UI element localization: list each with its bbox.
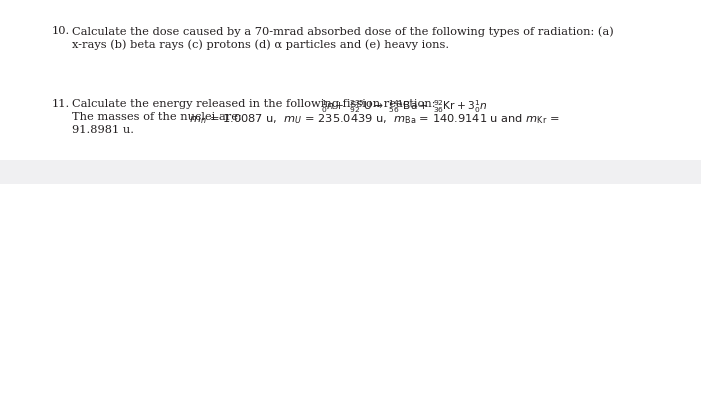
Text: The masses of the nuclei are:: The masses of the nuclei are:	[72, 112, 249, 122]
Text: Calculate the dose caused by a 70-mrad absorbed dose of the following types of r: Calculate the dose caused by a 70-mrad a…	[72, 26, 614, 37]
Text: ${}_{0}^{1}n+\ {}_{92}^{235}\mathrm{U}\rightarrow\ {}_{56}^{141}\mathrm{Ba}+\ {}: ${}_{0}^{1}n+\ {}_{92}^{235}\mathrm{U}\r…	[321, 98, 487, 115]
Text: 11.: 11.	[52, 99, 70, 109]
Text: 91.8981 u.: 91.8981 u.	[72, 125, 134, 135]
Text: Calculate the energy released in the following fission reaction:: Calculate the energy released in the fol…	[72, 99, 443, 109]
Text: x-rays (b) beta rays (c) protons (d) α particles and (e) heavy ions.: x-rays (b) beta rays (c) protons (d) α p…	[72, 39, 449, 49]
Text: 10.: 10.	[52, 26, 70, 36]
Bar	[0, 160, 701, 184]
Text: $m_n$ = 1.0087 u,  $m_U$ = 235.0439 u,  $m_{\mathrm{Ba}}$ = 140.9141 u and $m_{\: $m_n$ = 1.0087 u, $m_U$ = 235.0439 u, $m…	[189, 112, 559, 126]
